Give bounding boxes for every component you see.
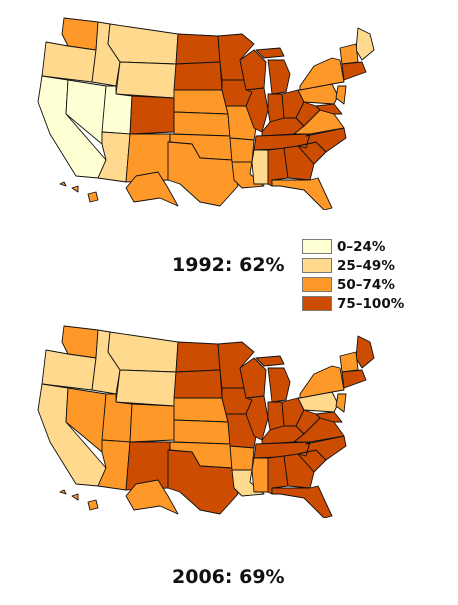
us-map-1992 — [28, 10, 428, 210]
state-ma-ct-ri — [341, 61, 367, 81]
state-mt — [107, 23, 179, 65]
state-md — [315, 103, 343, 115]
legend-label: 0–24% — [337, 238, 386, 255]
state-tx — [167, 449, 239, 515]
state-ga — [283, 145, 315, 181]
state-mi — [255, 47, 291, 95]
state-wy — [115, 61, 177, 99]
legend-item: 50–74% — [302, 276, 404, 293]
state-in — [267, 401, 285, 431]
map-caption-1992: 1992: 62% — [172, 254, 285, 276]
legend: 0–24% 25–49% 50–74% 75–100% — [302, 238, 404, 314]
legend-swatch — [302, 296, 332, 311]
state-ga — [283, 453, 315, 489]
state-mt — [107, 331, 179, 373]
state-me — [355, 27, 375, 61]
state-hi — [59, 489, 99, 511]
state-fl — [271, 177, 333, 210]
state-md — [315, 411, 343, 423]
legend-swatch — [302, 239, 332, 254]
state-mi — [255, 355, 291, 403]
state-ar — [229, 445, 255, 471]
state-ne — [173, 89, 229, 115]
state-co — [129, 95, 175, 135]
legend-label: 75–100% — [337, 295, 405, 312]
state-nh-vt — [339, 351, 359, 373]
legend-item: 0–24% — [302, 238, 404, 255]
state-ny — [299, 57, 345, 91]
state-nj — [335, 393, 347, 413]
state-fl — [271, 485, 333, 518]
legend-item: 75–100% — [302, 295, 404, 312]
state-in — [267, 93, 285, 123]
state-hi — [59, 181, 99, 203]
state-me — [355, 335, 375, 369]
state-ar — [229, 137, 255, 163]
state-il — [245, 395, 269, 441]
state-tx — [167, 141, 239, 207]
legend-item: 25–49% — [302, 257, 404, 274]
us-map-2006 — [28, 318, 428, 518]
state-ak — [125, 479, 179, 515]
state-sd — [173, 369, 223, 399]
state-ak — [125, 171, 179, 207]
state-nd — [175, 33, 221, 65]
state-wy — [115, 369, 177, 407]
state-ms — [251, 457, 269, 493]
legend-swatch — [302, 277, 332, 292]
state-nd — [175, 341, 221, 373]
legend-label: 50–74% — [337, 276, 395, 293]
legend-label: 25–49% — [337, 257, 395, 274]
state-wa — [61, 325, 99, 359]
map-caption-2006: 2006: 69% — [172, 566, 285, 588]
state-ks — [173, 111, 231, 137]
state-ms — [251, 149, 269, 185]
legend-swatch — [302, 258, 332, 273]
state-co — [129, 403, 175, 443]
state-ne — [173, 397, 229, 423]
state-ks — [173, 419, 231, 445]
us-map-svg — [37, 17, 375, 210]
us-map-svg — [37, 325, 375, 518]
state-wa — [61, 17, 99, 51]
state-il — [245, 87, 269, 133]
state-sd — [173, 61, 223, 91]
state-nh-vt — [339, 43, 359, 65]
state-nj — [335, 85, 347, 105]
state-ny — [299, 365, 345, 399]
state-ma-ct-ri — [341, 369, 367, 389]
